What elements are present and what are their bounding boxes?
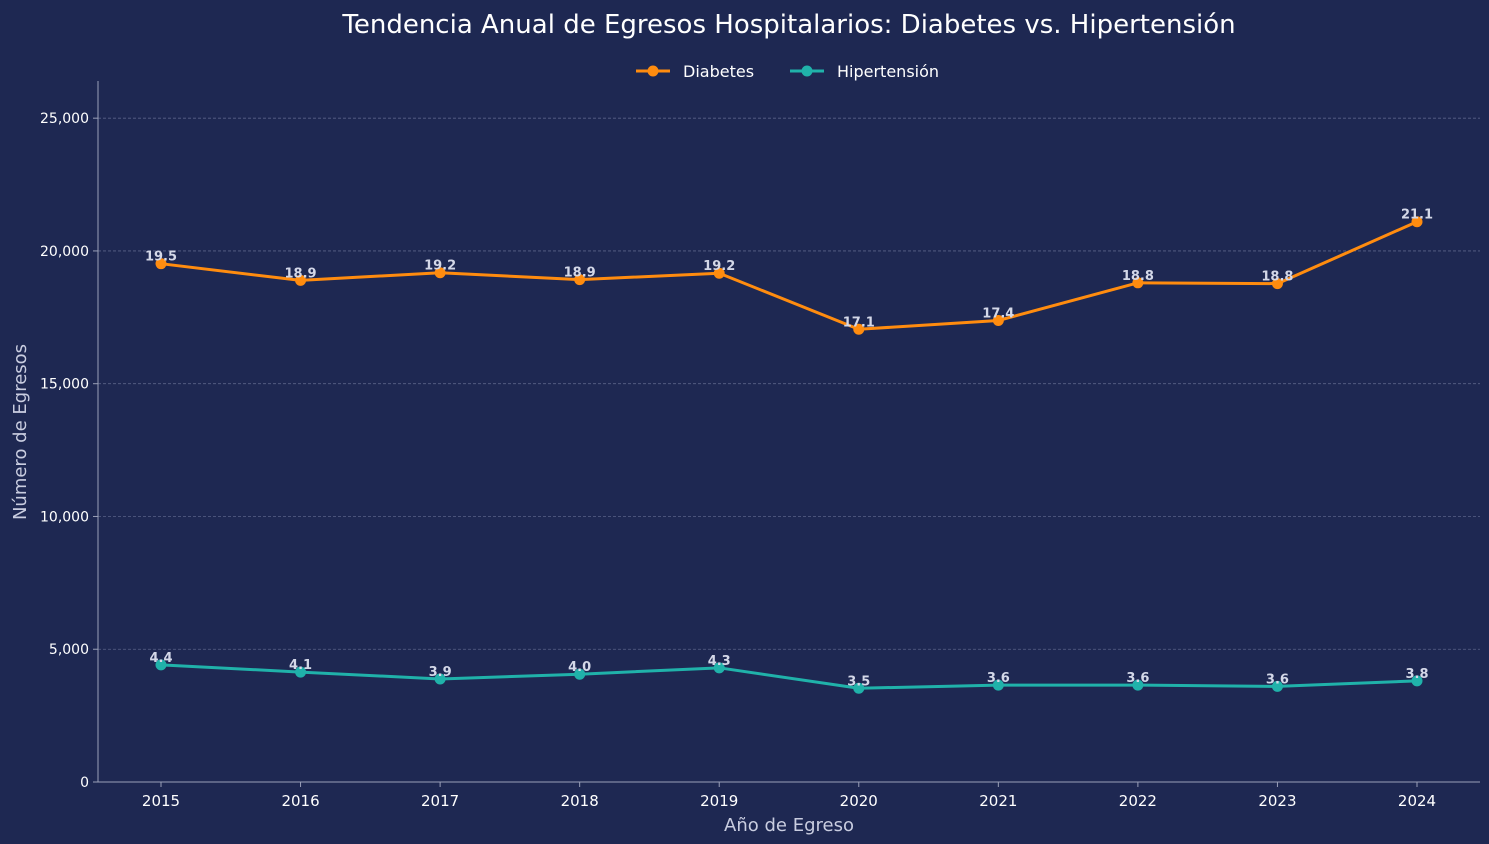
x-tick-label: 2017 bbox=[421, 792, 459, 810]
chart-title: Tendencia Anual de Egresos Hospitalarios… bbox=[341, 10, 1235, 40]
data-label: 4.0 bbox=[568, 660, 591, 675]
x-tick-label: 2023 bbox=[1258, 792, 1296, 810]
x-tick-label: 2021 bbox=[979, 792, 1017, 810]
data-point bbox=[1132, 679, 1144, 691]
legend-label: Hipertensión bbox=[837, 62, 939, 81]
x-tick-label: 2024 bbox=[1398, 792, 1436, 810]
data-point bbox=[434, 267, 446, 279]
series-0: 19.5 18.9 19.2 18.9 19.2 17.1 17.4 18.8 18.8 21.1 bbox=[145, 208, 1433, 335]
data-point bbox=[434, 673, 446, 685]
data-label: 19.2 bbox=[424, 259, 456, 274]
series-line bbox=[160, 220, 1418, 331]
data-point bbox=[992, 679, 1004, 691]
data-point bbox=[1271, 680, 1283, 692]
legend-item: Hipertensión bbox=[790, 62, 939, 81]
data-point bbox=[155, 659, 167, 671]
data-point bbox=[295, 274, 307, 286]
data-point bbox=[713, 267, 725, 279]
data-label: 3.6 bbox=[1126, 671, 1149, 686]
legend-label: Diabetes bbox=[683, 62, 754, 81]
data-label: 19.2 bbox=[703, 259, 735, 274]
y-tick-label: 20,000 bbox=[40, 244, 89, 260]
y-tick-label: 10,000 bbox=[40, 509, 89, 525]
data-point bbox=[713, 662, 725, 674]
series-1: 4.4 4.1 3.9 4.0 4.3 3.5 3.6 3.6 3.6 3.8 bbox=[149, 651, 1429, 694]
x-axis-ticks: 2015 2016 2017 2018 2019 2020 2021 2022 2023 2024 bbox=[142, 782, 1436, 810]
y-tick-label: 15,000 bbox=[40, 377, 89, 393]
data-label: 4.1 bbox=[289, 658, 312, 673]
data-label: 18.8 bbox=[1122, 269, 1154, 284]
x-tick-label: 2022 bbox=[1119, 792, 1157, 810]
y-tick-label: 0 bbox=[80, 775, 89, 791]
data-label: 21.1 bbox=[1401, 208, 1433, 223]
data-point bbox=[574, 668, 586, 680]
data-point bbox=[1132, 277, 1144, 289]
legend-marker bbox=[647, 65, 659, 77]
data-label: 3.5 bbox=[847, 674, 870, 689]
grid-lines bbox=[98, 117, 1480, 650]
x-tick-label: 2019 bbox=[700, 792, 738, 810]
data-point bbox=[295, 666, 307, 678]
legend-item: Diabetes bbox=[636, 62, 754, 81]
data-label: 3.9 bbox=[429, 665, 452, 680]
data-label: 3.6 bbox=[987, 671, 1010, 686]
y-tick-label: 25,000 bbox=[40, 111, 89, 127]
x-tick-label: 2016 bbox=[281, 792, 319, 810]
data-label: 19.5 bbox=[145, 250, 177, 265]
data-point bbox=[155, 258, 167, 270]
series-line bbox=[160, 663, 1418, 690]
data-label: 17.4 bbox=[982, 307, 1014, 322]
data-label: 17.1 bbox=[843, 315, 875, 330]
chart-legend: Diabetes Hipertensión bbox=[636, 62, 939, 81]
y-axis-ticks: 0 5,000 10,000 15,000 20,000 25,000 bbox=[40, 111, 98, 791]
legend-marker bbox=[801, 65, 813, 77]
data-point bbox=[574, 274, 586, 286]
x-tick-label: 2018 bbox=[561, 792, 599, 810]
data-label: 3.8 bbox=[1405, 667, 1428, 682]
x-axis-label: Año de Egreso bbox=[724, 815, 854, 836]
data-label: 4.4 bbox=[149, 651, 172, 666]
data-label: 18.8 bbox=[1261, 270, 1293, 285]
data-label: 3.6 bbox=[1266, 672, 1289, 687]
x-tick-label: 2020 bbox=[840, 792, 878, 810]
y-axis-label: Número de Egresos bbox=[10, 344, 31, 520]
x-tick-label: 2015 bbox=[142, 792, 180, 810]
series-layer: 19.5 18.9 19.2 18.9 19.2 17.1 17.4 18.8 18.8 21.1… bbox=[145, 208, 1433, 694]
data-point bbox=[1271, 278, 1283, 290]
data-point bbox=[1411, 216, 1423, 228]
data-point bbox=[1411, 675, 1423, 687]
data-label: 4.3 bbox=[708, 654, 731, 669]
data-point bbox=[853, 323, 865, 335]
data-point bbox=[853, 682, 865, 694]
y-tick-label: 5,000 bbox=[49, 642, 89, 658]
data-label: 18.9 bbox=[285, 266, 317, 281]
data-label: 18.9 bbox=[564, 266, 596, 281]
data-point bbox=[992, 315, 1004, 327]
